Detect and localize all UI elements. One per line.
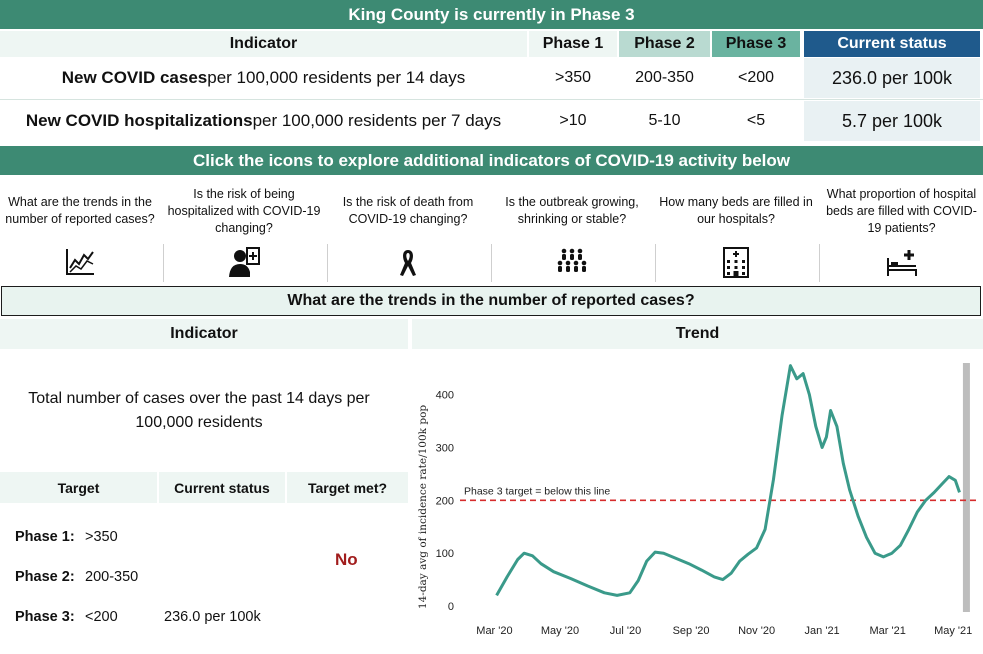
target-line-label: Phase 3 target = below this line [464, 485, 610, 497]
current-period-shading [962, 363, 970, 612]
phase-label: Phase 2: [15, 569, 75, 585]
indicator-bold: New COVID cases [61, 68, 208, 87]
table-header-current-status: Current status [804, 31, 980, 57]
indicator-panel: Total number of cases over the past 14 d… [0, 349, 410, 654]
phase-label: Phase 1: [15, 529, 75, 545]
icon-link-covid-bed-share[interactable]: What proportion of hospital beds are fil… [820, 178, 983, 284]
x-tick-label: Sep '20 [673, 625, 710, 637]
table-header-phase1: Phase 1 [529, 31, 617, 57]
trend-chart-icon[interactable] [64, 246, 96, 278]
table-row-hosp-indicator: New COVID hospitalizations per 100,000 r… [0, 101, 527, 141]
x-tick-label: Mar '21 [869, 625, 905, 637]
icon-divider [327, 244, 328, 282]
x-tick-label: Nov '20 [738, 625, 775, 637]
x-tick-label: Jul '20 [610, 625, 641, 637]
icon-link-case-trends[interactable]: What are the trends in the number of rep… [0, 178, 160, 284]
phase-value: 200-350 [85, 569, 139, 585]
icon-link-beds-filled[interactable]: How many beds are filled in our hospital… [656, 178, 816, 284]
table-cell-phase3: <200 [737, 69, 775, 86]
target-met-value: No [335, 550, 358, 569]
y-axis-label: 14-day avg of incidence rate/100k pop [417, 405, 429, 609]
icon-question: What are the trends in the number of rep… [5, 195, 155, 226]
icon-divider [491, 244, 492, 282]
target-header: Target [0, 472, 157, 503]
indicator-header: Indicator [0, 319, 408, 349]
phase-banner: King County is currently in Phase 3 [0, 0, 983, 29]
y-tick-label: 300 [436, 443, 454, 455]
section-title: What are the trends in the number of rep… [1, 286, 981, 316]
hospital-bed-icon[interactable] [885, 246, 919, 278]
indicator-description: Total number of cases over the past 14 d… [28, 390, 370, 431]
icon-question: Is the risk of death from COVID-19 chang… [342, 195, 474, 226]
phase-value: >350 [85, 529, 118, 545]
ribbon-icon[interactable] [392, 246, 424, 278]
target-met-header: Target met? [287, 472, 408, 503]
x-tick-label: May '20 [541, 625, 579, 637]
case-rate-line [495, 364, 961, 597]
y-tick-label: 400 [436, 390, 454, 402]
x-tick-label: Mar '20 [476, 625, 512, 637]
trend-chart-svg: 0 100 200 300 400 Mar '20 May '20 Jul '20 Sep '… [417, 363, 980, 637]
icon-divider [655, 244, 656, 282]
y-tick-label: 0 [448, 601, 454, 613]
phase-value: <200 [85, 609, 118, 625]
icon-link-death-risk[interactable]: Is the risk of death from COVID-19 chang… [328, 178, 488, 284]
table-header-phase3: Phase 3 [712, 31, 800, 57]
hospital-building-icon[interactable] [720, 246, 752, 278]
indicator-rest: per 100,000 residents per 14 days [207, 68, 466, 87]
table-cell-phase2: 200-350 [635, 69, 694, 86]
row-divider [0, 99, 983, 100]
phase-row: Phase 3: <200 [15, 609, 118, 625]
icon-link-hospitalization-risk[interactable]: Is the risk of being hospitalized with C… [164, 178, 324, 284]
table-cell-current-status: 5.7 per 100k [804, 101, 980, 141]
indicator-bold: New COVID hospitalizations [25, 111, 253, 130]
indicator-icon-nav: What are the trends in the number of rep… [0, 178, 983, 284]
patient-icon[interactable] [228, 246, 260, 278]
table-header-phase2: Phase 2 [619, 31, 710, 57]
icon-divider [163, 244, 164, 282]
x-tick-label: May '21 [934, 625, 972, 637]
table-header-indicator: Indicator [0, 31, 527, 57]
icon-question: How many beds are filled in our hospital… [659, 195, 813, 226]
icon-divider [819, 244, 820, 282]
table-row-cases-indicator: New COVID cases per 100,000 residents pe… [0, 58, 527, 98]
icon-link-outbreak-growth[interactable]: Is the outbreak growing, shrinking or st… [492, 178, 652, 284]
y-tick-label: 100 [436, 548, 454, 560]
people-group-icon[interactable] [556, 246, 588, 278]
current-status-header: Current status [159, 472, 285, 503]
phase-row: Phase 2: 200-350 [15, 569, 138, 585]
current-status-value: 236.0 per 100k [164, 609, 261, 625]
trend-header: Trend [412, 319, 983, 349]
x-tick-label: Jan '21 [805, 625, 840, 637]
icon-question: Is the outbreak growing, shrinking or st… [505, 195, 639, 226]
y-tick-label: 200 [436, 495, 454, 507]
phase-label: Phase 3: [15, 609, 75, 625]
table-cell-phase1: >10 [559, 112, 587, 129]
table-cell-phase1: >350 [554, 69, 592, 86]
icon-question: Is the risk of being hospitalized with C… [167, 186, 321, 235]
phase-row: Phase 1: >350 [15, 529, 118, 545]
table-cell-phase3: <5 [746, 112, 766, 129]
explore-banner: Click the icons to explore additional in… [0, 146, 983, 175]
indicator-rest: per 100,000 residents per 7 days [252, 111, 502, 130]
trend-chart: 0 100 200 300 400 Mar '20 May '20 Jul '20 Sep '… [412, 349, 983, 654]
table-cell-phase2: 5-10 [648, 112, 681, 129]
table-cell-current-status: 236.0 per 100k [804, 58, 980, 98]
icon-question: What proportion of hospital beds are fil… [826, 186, 977, 235]
